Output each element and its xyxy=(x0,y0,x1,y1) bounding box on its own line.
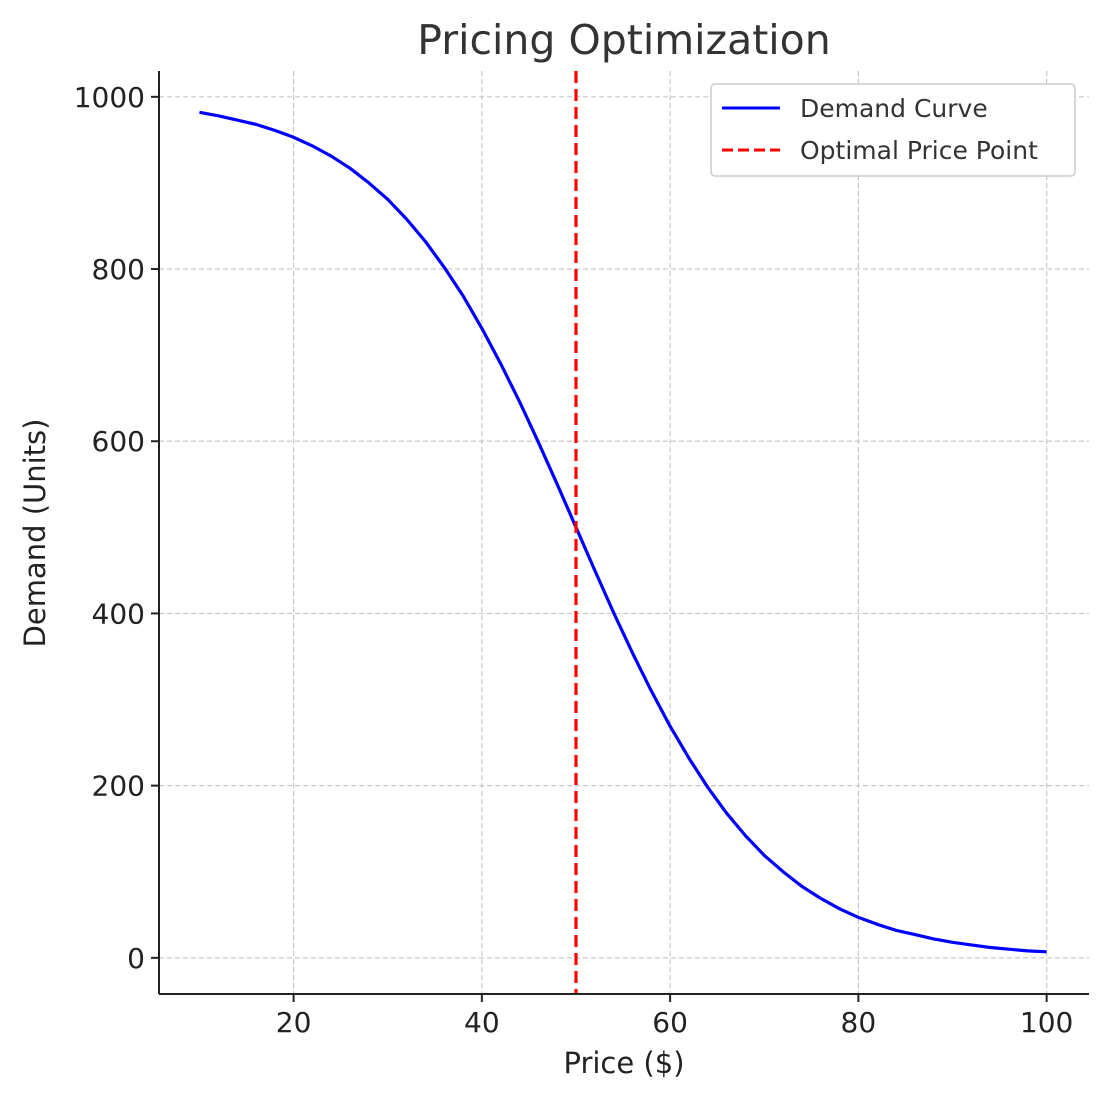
x-tick-label: 60 xyxy=(652,1006,688,1039)
x-tick-label: 40 xyxy=(464,1006,500,1039)
x-tick-label: 80 xyxy=(841,1006,877,1039)
y-axis-label: Demand (Units) xyxy=(18,419,52,648)
x-tick-label: 20 xyxy=(276,1006,312,1039)
legend-label-optimal: Optimal Price Point xyxy=(800,136,1038,165)
legend-label-demand: Demand Curve xyxy=(800,94,988,123)
y-tick-label: 200 xyxy=(92,770,145,803)
demand-curve-line xyxy=(199,110,1047,954)
y-tick-label: 600 xyxy=(92,425,145,458)
legend-box xyxy=(710,83,1076,177)
legend: Demand Curve Optimal Price Point xyxy=(710,83,1076,177)
chart-title: Pricing Optimization xyxy=(417,16,831,64)
y-tick-label: 0 xyxy=(127,942,145,975)
grid xyxy=(159,71,1089,994)
x-tick-label: 100 xyxy=(1020,1006,1073,1039)
y-tick-label: 800 xyxy=(92,253,145,286)
y-tick-label: 400 xyxy=(92,597,145,630)
x-axis-label: Price ($) xyxy=(563,1046,684,1080)
y-tick-label: 1000 xyxy=(74,81,145,114)
plot-area xyxy=(199,71,1047,994)
